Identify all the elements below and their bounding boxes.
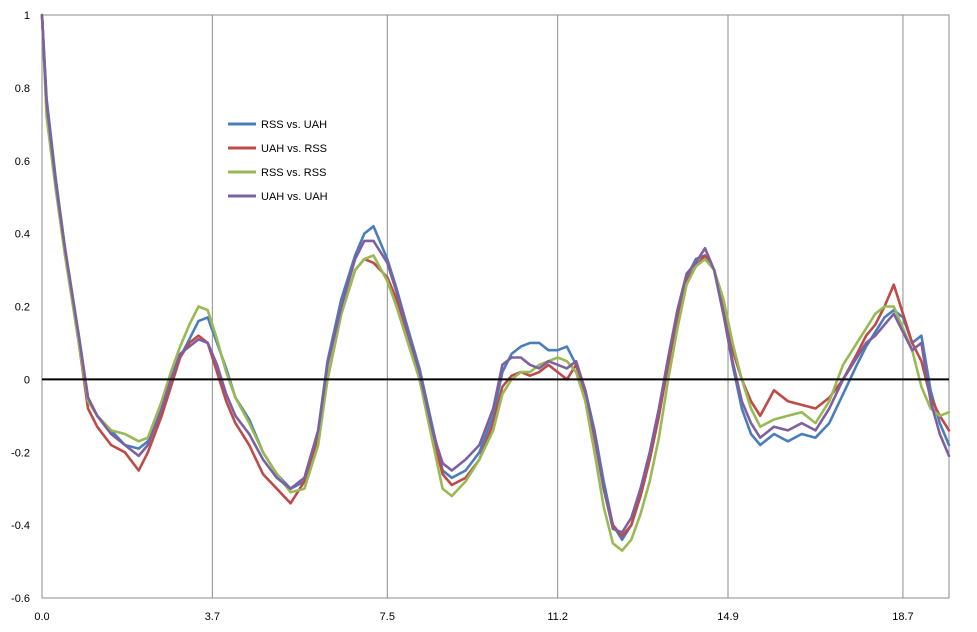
- x-tick-label: 11.2: [547, 611, 568, 623]
- x-tick-label: 18.7: [892, 611, 913, 623]
- series-line-3: [40, 13, 951, 534]
- series-line-2: [40, 13, 951, 552]
- plot-area-border: [41, 14, 950, 599]
- y-axis-ticks: 1 0.8 0.6 0.4 0.2 0 -0.2 -0.4 -0.6: [11, 10, 30, 605]
- y-tick-label: 0.6: [15, 156, 30, 168]
- x-tick-label: 14.9: [717, 611, 738, 623]
- legend-label-2: RSS vs. RSS: [261, 167, 326, 179]
- y-tick-label: 0: [24, 374, 30, 386]
- y-tick-label: -0.4: [11, 520, 30, 532]
- y-tick-label: -0.6: [11, 593, 30, 605]
- y-tick-label: 0.4: [15, 229, 30, 241]
- legend: RSS vs. UAH UAH vs. RSS RSS vs. RSS UAH vs.…: [228, 119, 328, 203]
- series-layer: [40, 13, 951, 552]
- x-tick-label: 7.5: [380, 611, 395, 623]
- y-tick-label: 0.2: [15, 302, 30, 314]
- y-tick-label: -0.2: [11, 447, 30, 459]
- series-line-0: [40, 13, 951, 542]
- x-tick-label: 0.0: [34, 611, 49, 623]
- y-tick-label: 0.8: [15, 83, 30, 95]
- gridlines: [211, 15, 904, 598]
- legend-label-1: UAH vs. RSS: [261, 143, 327, 155]
- legend-label-3: UAH vs. UAH: [261, 191, 328, 203]
- legend-label-0: RSS vs. UAH: [261, 119, 327, 131]
- x-tick-label: 3.7: [205, 611, 220, 623]
- x-axis-ticks: 0.0 3.7 7.5 11.2 14.9 18.7: [34, 611, 913, 623]
- y-tick-label: 1: [24, 10, 30, 22]
